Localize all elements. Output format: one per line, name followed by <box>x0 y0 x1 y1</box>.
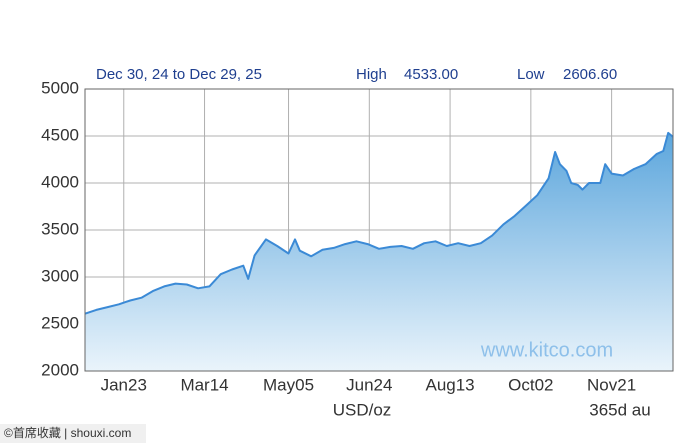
x-tick-label: Jun24 <box>346 375 392 394</box>
area-fill <box>85 132 673 371</box>
y-tick-label: 5000 <box>41 78 79 97</box>
plot-frame <box>84 88 674 372</box>
x-axis-label: USD/oz <box>333 400 392 419</box>
x-tick-label: Aug13 <box>425 375 474 394</box>
y-tick-label: 3000 <box>41 266 79 285</box>
x-tick-label: Jan23 <box>101 375 147 394</box>
watermark: www.kitco.com <box>480 339 613 361</box>
y-tick-label: 2500 <box>41 313 79 332</box>
period-label: 365d au <box>589 400 650 419</box>
high-value: 4533.00 <box>404 66 458 83</box>
x-tick-label: Mar14 <box>180 375 228 394</box>
y-tick-label: 4000 <box>41 172 79 191</box>
x-tick-label: Oct02 <box>508 375 553 394</box>
y-tick-label: 3500 <box>41 219 79 238</box>
y-tick-label: 4500 <box>41 125 79 144</box>
y-tick-label: 2000 <box>41 360 79 379</box>
credit: ©首席收藏 | shouxi.com <box>4 425 131 440</box>
low-label: Low <box>517 66 545 83</box>
range-label: Dec 30, 24 to Dec 29, 25 <box>96 66 262 83</box>
credit-bg <box>0 424 146 443</box>
price-line <box>84 131 674 315</box>
high-label: High <box>356 66 387 83</box>
x-tick-label: Nov21 <box>587 375 636 394</box>
low-value: 2606.60 <box>563 66 617 83</box>
x-tick-label: May05 <box>263 375 314 394</box>
